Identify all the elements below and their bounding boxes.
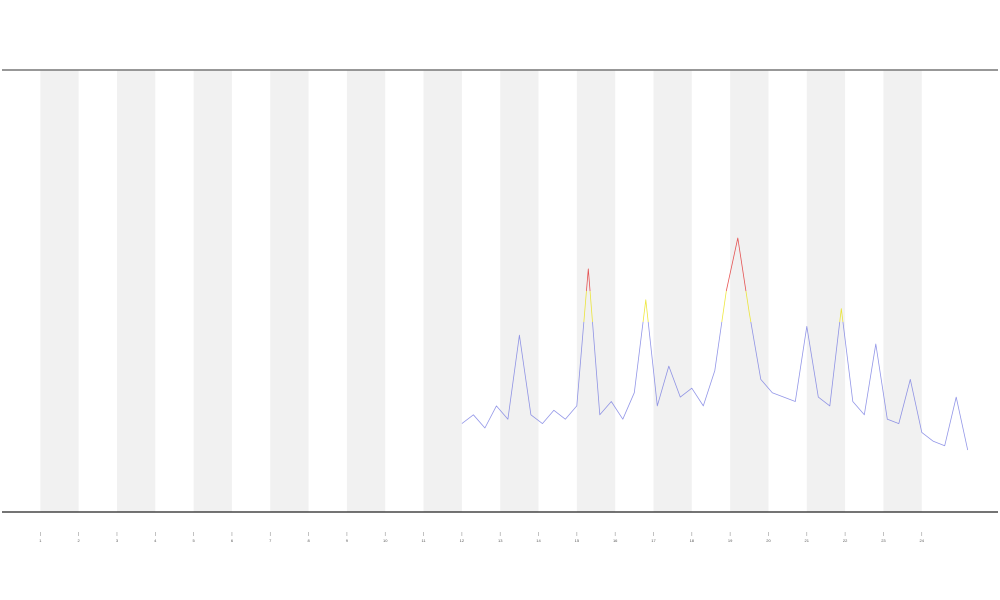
shaded-band (423, 70, 462, 512)
x-tick-label: 5 (192, 538, 195, 543)
x-tick-label: 11 (421, 538, 426, 543)
x-tick-label: 17 (651, 538, 656, 543)
x-tick-label: 15 (575, 538, 580, 543)
x-tick-label: 20 (766, 538, 771, 543)
shaded-band (806, 70, 846, 512)
x-tick-label: 21 (805, 538, 810, 543)
shaded-band (576, 70, 616, 512)
shaded-band (346, 70, 386, 512)
x-tick-label: 24 (920, 538, 925, 543)
shaded-band (883, 70, 922, 512)
shaded-band (40, 70, 79, 512)
x-tick-label: 8 (307, 538, 310, 543)
shaded-band (193, 70, 232, 512)
x-tick-label: 12 (460, 538, 465, 543)
shaded-band (500, 70, 539, 512)
line-series (461, 237, 969, 451)
x-tick-label: 9 (346, 538, 349, 543)
x-tick-label: 13 (498, 538, 503, 543)
x-tick-label: 3 (116, 538, 119, 543)
x-tick-label: 18 (690, 538, 695, 543)
shaded-band (653, 70, 692, 512)
x-tick-label: 14 (536, 538, 541, 543)
shaded-band (730, 70, 769, 512)
x-tick-label: 10 (383, 538, 388, 543)
x-tick-label: 22 (843, 538, 848, 543)
x-tick-label: 6 (231, 538, 234, 543)
shaded-band (116, 70, 156, 512)
shaded-band (270, 70, 309, 512)
x-tick-label: 4 (154, 538, 157, 543)
x-tick-label: 2 (78, 538, 81, 543)
x-tick-label: 7 (269, 538, 272, 543)
x-tick-label: 19 (728, 538, 733, 543)
x-tick-label: 1 (39, 538, 42, 543)
x-tick-label: 23 (881, 538, 886, 543)
x-tick-label: 16 (613, 538, 618, 543)
